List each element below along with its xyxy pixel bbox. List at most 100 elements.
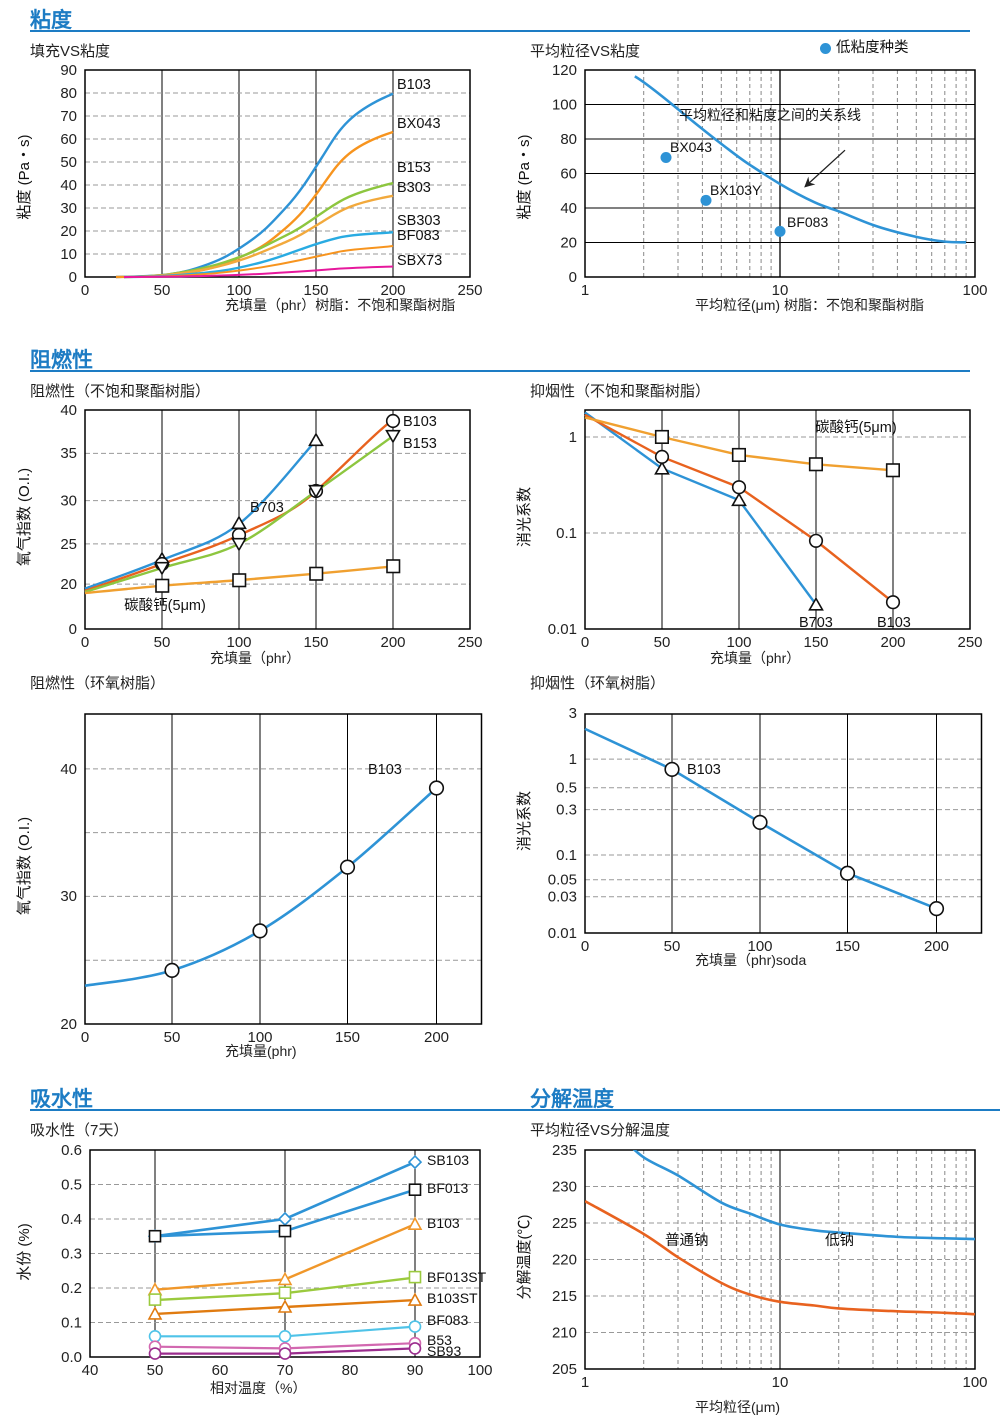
svg-text:分解温度(℃): 分解温度(℃) [516,1215,533,1300]
svg-text:20: 20 [60,223,77,240]
svg-text:水份 (%): 水份 (%) [16,1223,33,1281]
svg-text:BX103Y: BX103Y [710,182,762,198]
svg-text:B103ST: B103ST [427,1290,478,1306]
svg-text:0.1: 0.1 [61,1315,82,1332]
svg-text:50: 50 [60,154,77,171]
svg-text:50: 50 [164,1029,181,1046]
svg-text:1: 1 [581,1374,589,1391]
svg-text:150: 150 [835,938,860,955]
svg-text:210: 210 [552,1325,577,1342]
svg-text:B103: B103 [397,77,431,93]
svg-text:150: 150 [303,634,328,651]
svg-text:0: 0 [81,634,89,651]
svg-text:消光系数: 消光系数 [516,487,533,547]
svg-text:80: 80 [60,85,77,102]
svg-text:220: 220 [552,1252,577,1269]
svg-text:150: 150 [803,634,828,651]
svg-text:0.1: 0.1 [556,847,577,864]
svg-text:0.4: 0.4 [61,1211,82,1228]
svg-text:0.5: 0.5 [556,780,577,797]
svg-text:30: 30 [60,493,77,510]
svg-text:50: 50 [147,1362,164,1379]
svg-text:100: 100 [552,97,577,114]
svg-text:0.01: 0.01 [548,925,577,942]
svg-text:BX043: BX043 [670,139,712,155]
svg-text:90: 90 [60,62,77,79]
svg-text:30: 30 [60,888,77,905]
svg-text:100: 100 [962,1374,987,1391]
svg-text:普通钠: 普通钠 [665,1232,709,1249]
svg-text:碳酸钙(5μm): 碳酸钙(5μm) [815,419,897,436]
svg-text:1: 1 [569,751,577,768]
svg-text:0.1: 0.1 [556,525,577,542]
svg-text:B153: B153 [403,436,437,452]
svg-text:70: 70 [277,1362,294,1379]
svg-text:80: 80 [560,131,577,148]
svg-text:0: 0 [81,282,89,299]
svg-text:B303: B303 [397,180,431,196]
svg-text:0.05: 0.05 [548,872,577,889]
svg-text:150: 150 [335,1029,360,1046]
svg-text:200: 200 [380,634,405,651]
svg-text:40: 40 [60,177,77,194]
svg-text:10: 10 [60,246,77,263]
svg-text:B703: B703 [250,500,284,516]
svg-text:100: 100 [467,1362,492,1379]
svg-text:1: 1 [569,429,577,446]
svg-text:0.0: 0.0 [61,1349,82,1366]
svg-text:SBX73: SBX73 [397,253,442,269]
svg-text:0: 0 [581,938,589,955]
svg-text:0.2: 0.2 [61,1280,82,1297]
svg-text:205: 205 [552,1361,577,1378]
svg-text:70: 70 [60,108,77,125]
svg-text:B103: B103 [403,414,437,430]
svg-text:0.3: 0.3 [61,1246,82,1263]
svg-text:40: 40 [60,402,77,419]
svg-text:0: 0 [81,1029,89,1046]
svg-text:0: 0 [69,621,77,638]
svg-text:200: 200 [924,938,949,955]
svg-text:BF083: BF083 [427,1312,468,1328]
svg-text:40: 40 [82,1362,99,1379]
svg-text:粘度 (Pa・s): 粘度 (Pa・s) [16,134,33,219]
svg-text:50: 50 [154,634,171,651]
svg-text:250: 250 [457,634,482,651]
svg-text:40: 40 [60,761,77,778]
svg-text:氧气指数 (O.I.): 氧气指数 (O.I.) [16,468,33,566]
svg-text:B103: B103 [427,1215,460,1231]
svg-text:B703: B703 [799,615,833,631]
svg-text:90: 90 [407,1362,424,1379]
svg-text:50: 50 [664,938,681,955]
svg-text:SB93: SB93 [427,1343,461,1359]
svg-text:氧气指数 (O.I.): 氧气指数 (O.I.) [16,817,33,915]
svg-text:60: 60 [560,166,577,183]
svg-text:SB303: SB303 [397,213,441,229]
svg-text:BX043: BX043 [397,116,441,132]
svg-text:0: 0 [581,634,589,651]
svg-text:3: 3 [569,705,577,722]
svg-text:B153: B153 [397,160,431,176]
svg-text:0.01: 0.01 [548,621,577,638]
svg-text:碳酸钙(5μm): 碳酸钙(5μm) [124,597,206,614]
svg-text:平均粒径和粘度之间的关系线: 平均粒径和粘度之间的关系线 [679,107,861,123]
svg-text:20: 20 [560,235,577,252]
svg-text:低钠: 低钠 [825,1232,854,1249]
svg-text:BF083: BF083 [787,214,828,230]
svg-text:30: 30 [60,200,77,217]
svg-text:SB103: SB103 [427,1152,469,1168]
svg-text:20: 20 [60,576,77,593]
svg-text:120: 120 [552,62,577,79]
svg-text:25: 25 [60,536,77,553]
svg-text:BF013ST: BF013ST [427,1269,487,1285]
svg-text:粘度 (Pa・s): 粘度 (Pa・s) [516,134,533,219]
svg-text:B103: B103 [877,615,911,631]
svg-text:215: 215 [552,1288,577,1305]
svg-text:BF083: BF083 [397,228,440,244]
svg-text:20: 20 [60,1016,77,1033]
svg-text:0.03: 0.03 [548,889,577,906]
svg-text:消光系数: 消光系数 [516,791,533,851]
svg-text:B103: B103 [368,762,402,778]
svg-text:60: 60 [60,131,77,148]
svg-text:100: 100 [962,282,987,299]
svg-text:35: 35 [60,445,77,462]
